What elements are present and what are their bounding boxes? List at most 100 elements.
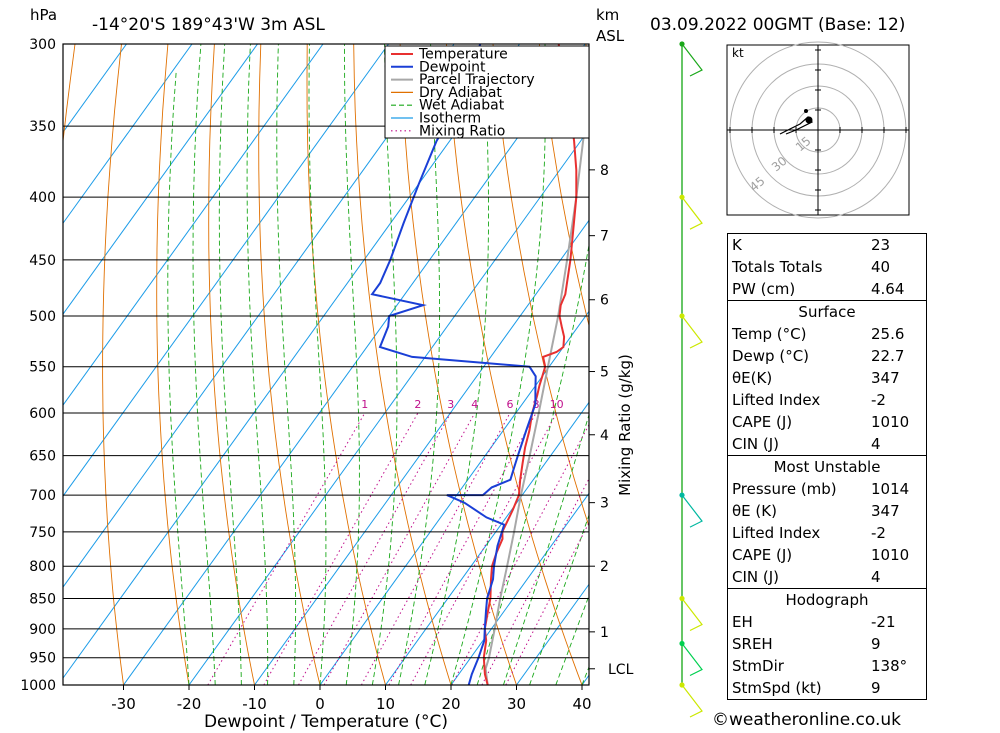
- wind-barb: [681, 643, 703, 677]
- wet-adiabat-line: [371, 44, 398, 685]
- index-value-tt: 40: [871, 258, 891, 276]
- mixing-ratio-label: 15: [588, 398, 602, 411]
- hodograph-unit-label: kt: [732, 46, 744, 60]
- surface-value-thetae: 347: [871, 369, 900, 387]
- isotherm-line: [254, 219, 589, 685]
- pressure-tick-label: 400: [29, 190, 56, 206]
- pressure-tick-label: 1000: [20, 678, 56, 694]
- hodograph-point: [804, 109, 808, 113]
- pressure-tick-label: 500: [29, 309, 56, 325]
- wet-adiabat-line: [167, 69, 190, 685]
- wet-adiabat-line: [192, 44, 216, 685]
- height-tick-label: 2: [600, 559, 609, 575]
- wet-adiabat-line: [276, 44, 297, 685]
- hodo-value-stmdir: 138°: [871, 657, 908, 675]
- hodo-value-sreh: 9: [871, 635, 881, 653]
- dry-adiabat-line: [156, 44, 190, 685]
- mixing-ratio-label: 25: [639, 398, 653, 411]
- dry-adiabat-line: [538, 44, 589, 328]
- mixing-ratio-label: 10: [550, 398, 564, 411]
- height-tick-label: 1: [600, 625, 609, 641]
- hodo-label-stmdir: StmDir: [732, 657, 784, 675]
- surface-label-temp: Temp (°C): [732, 325, 807, 343]
- height-tick-label: 3: [600, 496, 609, 512]
- pressure-tick-label: 800: [29, 559, 56, 575]
- mixing-ratio-label: 4: [471, 398, 478, 411]
- legend-label: Dewpoint: [419, 59, 486, 75]
- pressure-tick-label: 900: [29, 622, 56, 638]
- isotherm-line: [385, 401, 589, 685]
- hodograph-table-title: Hodograph: [728, 588, 926, 611]
- left-unit-label: hPa: [30, 6, 57, 24]
- wind-barb: [681, 684, 703, 718]
- wind-barb: [681, 598, 703, 632]
- index-value-k: 23: [871, 236, 891, 254]
- temperature-tick-label: -20: [177, 695, 202, 713]
- right-unit-km: km: [596, 6, 619, 24]
- mu-label-cin: CIN (J): [732, 568, 780, 586]
- surface-value-li: -2: [871, 391, 886, 409]
- pressure-tick-label: 700: [29, 488, 56, 504]
- series-line-dewpoint: [370, 44, 537, 685]
- legend-label: Parcel Trajectory: [419, 72, 535, 88]
- wind-barb: [681, 43, 703, 77]
- surface-label-thetae: θE(K): [732, 369, 773, 387]
- x-axis-label: Dewpoint / Temperature (°C): [204, 712, 448, 732]
- pressure-tick-label: 350: [29, 119, 56, 135]
- hodo-label-stmspd: StmSpd (kt): [732, 679, 822, 697]
- index-label-k: K: [732, 236, 742, 254]
- wet-adiabat-line: [218, 44, 242, 685]
- mixing-ratio-label: 6: [507, 398, 514, 411]
- temperature-tick-label: 0: [315, 695, 325, 713]
- surface-value-dewp: 22.7: [871, 347, 905, 365]
- pressure-tick-label: 600: [29, 406, 56, 422]
- mixing-ratio-label: 3: [447, 398, 454, 411]
- mixing-ratio-axis-label: Mixing Ratio (g/kg): [616, 354, 634, 496]
- surface-value-cape: 1010: [871, 413, 910, 431]
- pressure-tick-label: 650: [29, 449, 56, 465]
- mixing-ratio-line: [323, 412, 476, 685]
- pressure-tick-label: 950: [29, 651, 56, 667]
- temperature-tick-label: 20: [441, 695, 460, 713]
- hodo-label-sreh: SREH: [732, 635, 773, 653]
- right-unit-asl: ASL: [596, 27, 625, 45]
- index-value-pw: 4.64: [871, 280, 905, 298]
- temperature-tick-label: 40: [572, 695, 591, 713]
- wet-adiabat-line: [344, 44, 360, 685]
- height-tick-label: 4: [600, 428, 609, 444]
- wind-barb: [681, 196, 703, 230]
- pressure-tick-label: 300: [29, 37, 56, 53]
- datetime-title: 03.09.2022 00GMT (Base: 12): [650, 15, 905, 35]
- storm-motion-marker: [805, 116, 813, 124]
- credit-link[interactable]: ©weatheronline.co.uk: [712, 710, 902, 730]
- mu-label-pressure: Pressure (mb): [732, 480, 837, 498]
- isotherm-line: [123, 44, 586, 685]
- mu-label-thetae: θE (K): [732, 502, 777, 520]
- dry-adiabat-line: [102, 44, 124, 685]
- wind-barb: [681, 315, 703, 349]
- legend-box: [384, 45, 590, 139]
- isotherm-line: [63, 44, 324, 406]
- wind-barb: [681, 494, 703, 528]
- mixing-ratio-line: [505, 521, 589, 685]
- location-title: -14°20'S 189°43'W 3m ASL: [92, 15, 325, 35]
- wet-adiabat-line: [308, 44, 327, 685]
- surface-label-dewp: Dewp (°C): [732, 347, 810, 365]
- mixing-ratio-label: 2: [414, 398, 421, 411]
- height-tick-label: LCL: [608, 662, 634, 678]
- temperature-tick-label: 10: [376, 695, 395, 713]
- mixing-ratio-line: [481, 477, 589, 685]
- isotherm-line: [63, 44, 258, 316]
- mixing-ratio-label: 1: [361, 398, 368, 411]
- isotherm-line: [63, 44, 520, 679]
- mixing-ratio-line: [451, 423, 589, 685]
- wet-adiabat-line: [246, 44, 269, 685]
- mixing-ratio-line: [360, 412, 511, 685]
- mu-label-cape: CAPE (J): [732, 546, 793, 564]
- surface-value-cin: 4: [871, 435, 881, 453]
- mu-value-thetae: 347: [871, 502, 900, 520]
- hodo-label-eh: EH: [732, 613, 753, 631]
- mixing-ratio-line: [410, 412, 558, 685]
